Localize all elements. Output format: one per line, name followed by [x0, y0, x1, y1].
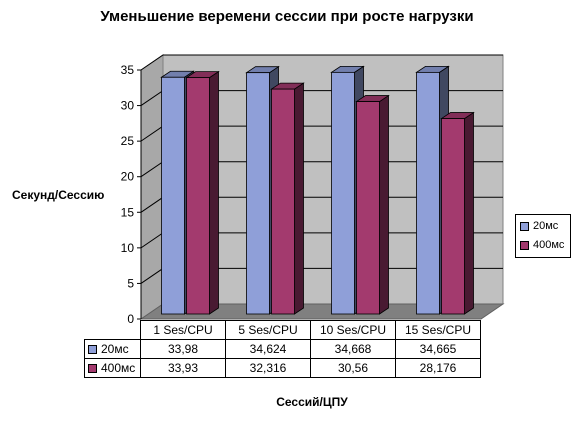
category-label: 10 Ses/CPU [310, 320, 396, 340]
bar-400ms-4-side [464, 111, 474, 315]
legend-swatch-400ms [520, 240, 529, 250]
data-cell: 34,668 [310, 339, 396, 359]
chart-title: Уменьшение веремени сессии при росте наг… [100, 8, 474, 25]
side-wall [140, 54, 164, 320]
bar-400ms-1-side [209, 70, 219, 315]
bar-400ms-2 [271, 88, 295, 315]
y-tick-label: 15 [121, 205, 135, 219]
data-table-corner [84, 320, 141, 340]
y-axis-label: Секунд/Сессию [12, 188, 105, 202]
data-table-row-label: 20мс [84, 339, 141, 359]
bar-400ms-3 [356, 101, 380, 315]
legend-label-400ms: 400мс [533, 239, 565, 251]
data-table-row-label: 400мс [84, 358, 141, 378]
bar-20ms-2 [246, 72, 270, 315]
y-tick-label: 30 [121, 99, 135, 113]
bar-400ms-4 [441, 118, 465, 315]
legend-label-20ms: 20мс [533, 220, 559, 232]
bar-400ms-3-side [379, 94, 389, 315]
data-table-row-400ms: 400мс 33,93 32,316 30,56 28,176 [84, 358, 481, 378]
data-cell: 33,93 [140, 358, 226, 378]
y-tick-label: 0 [127, 312, 134, 326]
row-swatch-400ms [88, 364, 97, 374]
category-label: 1 Ses/CPU [140, 320, 226, 340]
bar-400ms-2-side [294, 82, 304, 315]
data-cell: 34,665 [395, 339, 481, 359]
floor [139, 303, 505, 320]
gridline [140, 54, 503, 71]
legend-item-20ms: 20мс [520, 220, 558, 232]
data-cell: 32,316 [225, 358, 311, 378]
row-label-400ms: 400мс [101, 361, 136, 375]
legend-item-400ms: 400мс [520, 239, 564, 251]
category-label: 5 Ses/CPU [225, 320, 311, 340]
data-table-row-20ms: 20мс 33,98 34,624 34,668 34,665 [84, 339, 481, 359]
legend-swatch-20ms [520, 221, 529, 231]
row-swatch-20ms [88, 345, 97, 355]
x-axis-label: Сессий/ЦПУ [276, 395, 348, 409]
y-tick-label: 25 [121, 134, 135, 148]
bar-400ms-1 [186, 77, 210, 315]
bar-20ms-4 [416, 71, 440, 315]
data-cell: 33,98 [140, 339, 226, 359]
category-label: 15 Ses/CPU [395, 320, 481, 340]
y-tick-label: 10 [121, 241, 135, 255]
y-tick-label: 35 [121, 63, 135, 77]
y-tick-label: 5 [127, 276, 134, 290]
data-cell: 28,176 [395, 358, 481, 378]
chart-legend: 20мс 400мс [515, 214, 571, 258]
bar-20ms-3 [331, 71, 355, 315]
data-table-header-row: 1 Ses/CPU 5 Ses/CPU 10 Ses/CPU 15 Ses/CP… [84, 320, 481, 340]
row-label-20ms: 20мс [101, 342, 129, 356]
data-table: 1 Ses/CPU 5 Ses/CPU 10 Ses/CPU 15 Ses/CP… [84, 320, 481, 378]
data-cell: 34,624 [225, 339, 311, 359]
y-tick-label: 20 [121, 170, 135, 184]
bar-20ms-1 [161, 76, 185, 315]
data-cell: 30,56 [310, 358, 396, 378]
